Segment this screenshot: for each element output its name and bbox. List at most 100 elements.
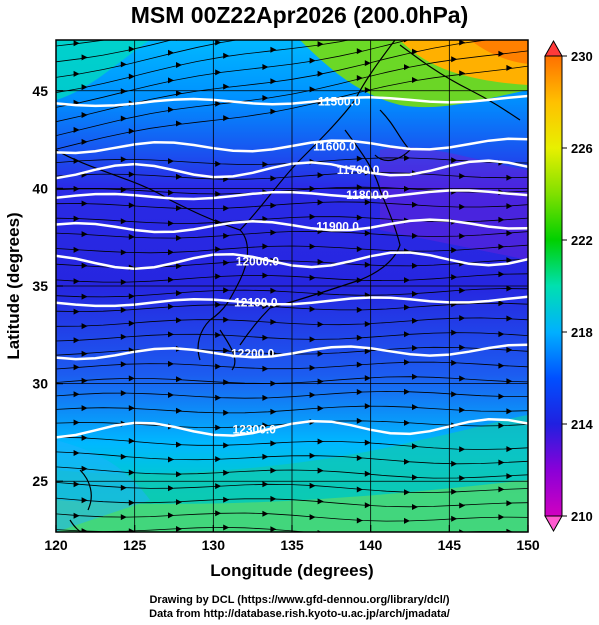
y-tick-label: 30 <box>32 376 48 392</box>
wind-arrowhead <box>498 486 505 493</box>
wind-arrowhead <box>81 112 88 118</box>
wind-arrowhead <box>270 175 277 182</box>
wind-arrowhead <box>81 262 88 269</box>
wind-arrowhead <box>73 391 80 398</box>
wind-arrowhead <box>270 202 277 209</box>
wind-arrowhead <box>498 459 505 466</box>
wind-arrowhead <box>176 441 182 448</box>
wind-arrowhead <box>176 376 182 383</box>
wind-arrowhead <box>120 249 127 256</box>
wind-arrowhead <box>412 504 418 510</box>
wind-arrowhead <box>168 249 174 256</box>
colorbar-tick-label: 214 <box>571 417 593 432</box>
wind-arrowhead <box>498 300 505 307</box>
wind-arrowhead <box>404 388 410 395</box>
wind-arrowhead <box>128 320 135 327</box>
x-tick-label: 125 <box>123 537 147 553</box>
wind-arrowhead <box>404 517 410 524</box>
wind-arrowhead <box>215 11 221 17</box>
wind-arrowhead <box>356 246 363 253</box>
wind-arrowhead <box>404 10 410 16</box>
wind-arrowhead <box>404 331 410 338</box>
wind-arrowhead <box>81 200 88 207</box>
wind-arrowhead <box>270 46 277 53</box>
wind-arrowhead <box>270 287 277 294</box>
y-tick-label: 45 <box>32 83 48 99</box>
wind-arrowhead <box>223 409 230 416</box>
contour-label: 12200.0 <box>231 346 275 360</box>
wind-arrowhead <box>176 235 182 241</box>
wind-arrowhead <box>128 46 135 53</box>
contour-label: 12000.0 <box>236 255 280 269</box>
wind-arrowhead <box>364 230 371 237</box>
colorbar-tick-label: 218 <box>571 325 593 340</box>
y-tick-label: 40 <box>32 180 48 196</box>
wind-arrowhead <box>404 304 410 311</box>
wind-arrowhead <box>168 276 174 283</box>
wind-arrowhead <box>309 364 316 371</box>
wind-arrowhead <box>168 392 174 398</box>
wind-arrowhead <box>364 199 371 206</box>
wind-arrowhead <box>317 405 324 412</box>
wind-arrowhead <box>451 247 458 254</box>
wind-arrowhead <box>176 317 182 324</box>
x-axis-ticks: 120 125 130 135 140 145 150 <box>44 525 540 553</box>
wind-arrowhead <box>73 157 80 164</box>
wind-arrowhead <box>168 331 174 338</box>
wind-arrowhead <box>451 488 458 495</box>
wind-arrowhead <box>215 363 222 370</box>
wind-arrowhead <box>506 2 512 8</box>
wind-arrowhead <box>459 173 466 180</box>
credit-drawing: Drawing by DCL (https://www.gfd-dennou.o… <box>149 594 450 606</box>
wind-arrowhead <box>459 502 466 509</box>
wind-arrowhead <box>451 329 458 336</box>
wind-arrowhead <box>168 106 174 113</box>
wind-arrowhead <box>317 41 324 48</box>
wind-arrowhead <box>73 278 80 285</box>
wind-arrowhead <box>404 64 410 71</box>
wind-arrowhead <box>459 10 465 16</box>
wind-arrowhead <box>451 274 458 281</box>
wind-arrowhead <box>317 350 324 357</box>
wind-arrowhead <box>262 2 268 8</box>
wind-arrowhead <box>168 456 174 463</box>
wind-arrowhead <box>451 391 458 398</box>
wind-arrowhead <box>120 453 127 460</box>
wind-arrowhead <box>412 22 418 28</box>
wind-arrowhead <box>404 185 410 192</box>
y-tick-label: 35 <box>32 278 48 294</box>
wind-arrowhead <box>310 0 316 2</box>
streamline <box>56 40 107 47</box>
wind-arrowhead <box>404 489 410 496</box>
wind-arrowhead <box>215 483 222 490</box>
wind-arrowhead <box>317 498 324 505</box>
wind-arrowhead <box>168 303 174 310</box>
colorbar-min-arrow <box>544 515 563 533</box>
wind-arrowhead <box>459 344 466 351</box>
y-tick-label: 25 <box>32 473 48 489</box>
wind-arrowhead <box>356 361 363 368</box>
wind-arrowhead <box>451 157 458 164</box>
wind-arrowhead <box>73 40 80 47</box>
wind-arrowhead <box>215 100 222 107</box>
wind-arrowhead <box>364 470 371 477</box>
wind-arrowhead <box>459 70 466 77</box>
y-axis-label: Latitude (degrees) <box>4 212 23 359</box>
wind-arrowhead <box>128 293 135 300</box>
wind-arrowhead <box>215 456 222 463</box>
wind-arrowhead <box>498 362 505 369</box>
wind-arrowhead <box>317 438 324 445</box>
wind-arrowhead <box>262 394 269 401</box>
wind-arrowhead <box>364 502 371 509</box>
wind-arrowhead <box>223 316 230 323</box>
wind-arrowhead <box>451 56 458 63</box>
wind-arrowhead <box>176 526 182 532</box>
wind-arrowhead <box>309 482 316 489</box>
wind-arrowhead <box>317 172 324 179</box>
wind-arrowhead <box>404 155 410 161</box>
wind-arrowhead <box>364 261 371 268</box>
wind-arrowhead <box>459 375 466 382</box>
wind-arrowhead <box>121 33 127 39</box>
wind-arrowhead <box>270 526 277 532</box>
wind-arrowhead <box>81 293 88 300</box>
